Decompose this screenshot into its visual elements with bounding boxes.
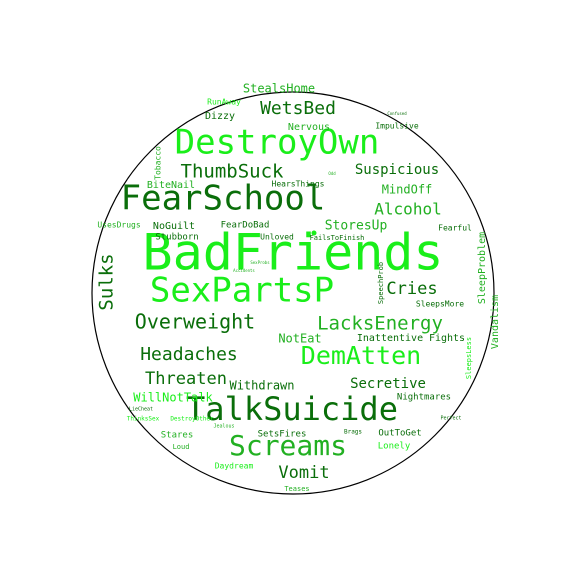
word-hearsthings: HearsThings	[272, 180, 325, 189]
word-vomit: Vomit	[278, 463, 329, 483]
word-fearful: Fearful	[438, 224, 472, 233]
word-confused: Confused	[387, 111, 407, 116]
word-sulks: Sulks	[96, 253, 118, 310]
dot-marker	[311, 230, 317, 236]
word-setsfires: SetsFires	[258, 430, 307, 440]
cloud-boundary-circle	[91, 91, 495, 495]
word-impulsive: Impulsive	[375, 122, 419, 131]
word-teases: Teases	[284, 485, 309, 493]
word-sexprobs: SexProbs	[250, 260, 270, 265]
word-group: BadFriends DestroyOwn FearSchool SexPart…	[96, 82, 502, 494]
word-storesup: StoresUp	[325, 219, 388, 234]
word-vandalism: Vandalism	[490, 295, 501, 349]
word-brags: Brags	[344, 429, 362, 436]
word-overweight: Overweight	[135, 310, 255, 334]
word-wetsbed: WetsBed	[260, 98, 336, 119]
word-dizzy: Dizzy	[205, 111, 235, 122]
word-daydream: Daydream	[215, 462, 254, 471]
word-thumbsuck: ThumbSuck	[181, 161, 285, 183]
word-speechprob: SpeechProb	[377, 262, 385, 304]
word-accidents: Accidents	[233, 268, 255, 273]
word-talksuicide: TalkSuicide	[186, 390, 398, 428]
word-feardobad: FearDoBad	[221, 221, 270, 231]
word-stares: Stares	[161, 431, 194, 441]
word-outtoget: OutToGet	[378, 429, 421, 439]
word-odd: Odd	[328, 171, 336, 176]
word-perfect: Perfect	[440, 416, 461, 422]
word-destroyown: DestroyOwn	[175, 123, 380, 163]
word-sleepsless: SleepsLess	[465, 337, 473, 379]
word-lacksenergy: LacksEnergy	[317, 313, 443, 335]
word-loud: Loud	[173, 443, 190, 451]
word-jealous: Jealous	[213, 424, 234, 430]
word-nervous: Nervous	[288, 122, 330, 133]
word-noteat: NotEat	[278, 332, 321, 346]
word-tobacco: Tobacco	[154, 146, 163, 180]
word-failstofinish: FailsToFinish	[310, 234, 365, 242]
word-runaway: RunAway	[207, 98, 241, 107]
word-bitenail: BiteNail	[147, 180, 195, 191]
word-usesdrugs: UsesDrugs	[97, 221, 141, 230]
word-inattentive: Inattentive	[357, 333, 423, 344]
word-badfriends: BadFriends	[142, 224, 443, 282]
word-nightmares: Nightmares	[397, 393, 451, 403]
word-secretive: Secretive	[350, 376, 426, 392]
word-sexpartsp: SexPartsP	[150, 271, 334, 311]
word-sleepproblem: SleepProblem	[477, 232, 488, 304]
word-sleepsmore: SleepsMore	[416, 300, 464, 309]
word-stealshome: StealsHome	[243, 82, 315, 96]
word-screams: Screams	[229, 429, 347, 462]
word-cries: Cries	[386, 279, 437, 299]
word-headaches: Headaches	[140, 344, 238, 365]
word-unloved: Unloved	[260, 233, 294, 242]
word-fights: Fights	[429, 333, 465, 344]
word-fearschool: FearSchool	[121, 179, 326, 219]
word-liecheat: LieCheat	[129, 407, 153, 413]
word-noguilt: NoGuilt	[153, 221, 195, 232]
word-stubborn: Stubborn	[155, 233, 198, 243]
word-alcohol: Alcohol	[374, 200, 441, 219]
word-destroyother: DestroyOther	[170, 416, 214, 423]
word-demattent: DemAtten	[301, 341, 421, 370]
word-lonely: Lonely	[378, 442, 411, 452]
word-suspicious: Suspicious	[355, 162, 439, 178]
word-threaten: Threaten	[145, 369, 227, 389]
word-mindoff: MindOff	[382, 183, 433, 197]
word-thinkssex: ThinksSex	[127, 416, 160, 423]
word-withdrawn: Withdrawn	[229, 379, 294, 393]
word-willnottalk: WillNotTalk	[133, 391, 213, 405]
